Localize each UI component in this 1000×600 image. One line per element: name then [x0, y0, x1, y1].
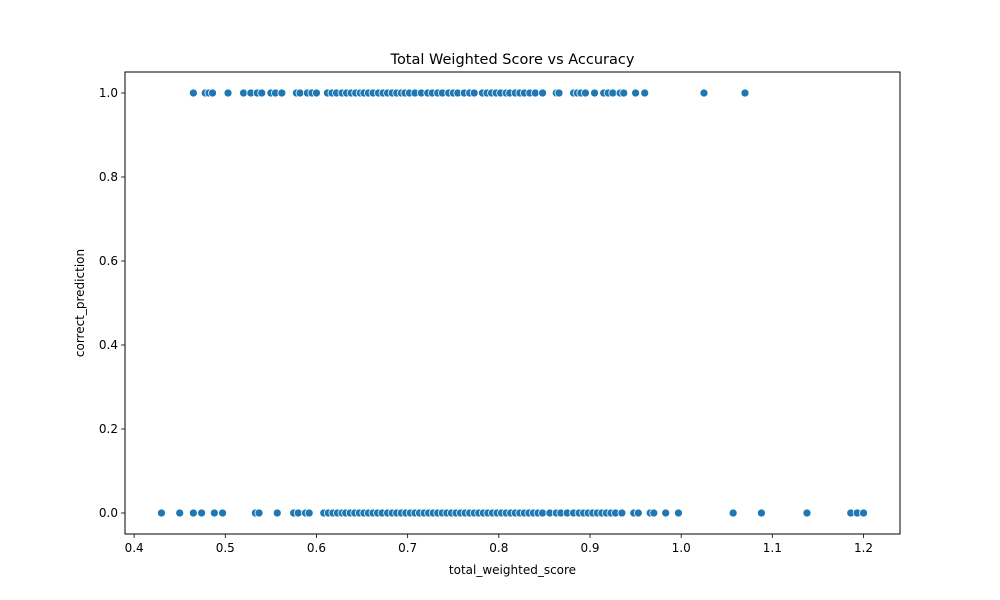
scatter-point — [530, 88, 540, 98]
scatter-point — [631, 88, 640, 98]
scatter-point — [740, 88, 750, 98]
scatter-point — [617, 508, 627, 518]
scatter-point — [189, 88, 198, 98]
scatter-point — [649, 508, 659, 518]
y-tick-label: 1.0 — [99, 86, 118, 100]
x-tick-label: 0.9 — [580, 541, 599, 555]
x-tick-label: 1.0 — [672, 541, 691, 555]
scatter-point — [312, 88, 321, 98]
scatter-point — [554, 88, 564, 98]
x-tick-label: 1.1 — [763, 541, 782, 555]
scatter-point — [218, 508, 227, 518]
scatter-point — [257, 88, 267, 98]
scatter-point — [272, 508, 282, 518]
scatter-point — [538, 508, 547, 518]
scatter-point — [633, 508, 643, 518]
x-tick-label: 0.8 — [489, 541, 508, 555]
scatter-point — [239, 88, 248, 98]
x-tick-label: 1.2 — [854, 541, 873, 555]
scatter-point — [208, 88, 217, 98]
scatter-point — [699, 88, 709, 98]
scatter-point — [590, 88, 599, 98]
y-tick-label: 0.4 — [99, 338, 118, 352]
scatter-point — [538, 88, 547, 98]
y-tick-label: 0.6 — [99, 254, 118, 268]
y-tick-label: 0.8 — [99, 170, 118, 184]
scatter-point — [728, 508, 738, 518]
chart-title: Total Weighted Score vs Accuracy — [390, 52, 635, 68]
plot-frame — [124, 71, 901, 535]
y-tick-label: 0.2 — [99, 422, 118, 436]
scatter-point — [674, 508, 683, 518]
scatter-point — [295, 88, 305, 98]
scatter-point — [293, 508, 303, 518]
scatter-point — [157, 508, 166, 518]
x-tick-label: 0.5 — [216, 541, 235, 555]
scatter-point — [223, 88, 233, 98]
x-tick-label: 0.6 — [307, 541, 326, 555]
scatter-point — [859, 508, 868, 518]
y-axis: 0.0 0.2 0.4 0.6 0.8 1.0 — [99, 86, 125, 520]
scatter-point — [189, 508, 198, 518]
y-tick-label: 0.0 — [99, 506, 118, 520]
scatter-point — [277, 88, 287, 98]
scatter-point — [661, 508, 671, 518]
scatter-point — [802, 508, 812, 518]
x-axis-label: total_weighted_score — [449, 563, 576, 577]
x-axis: 0.4 0.5 0.6 0.7 0.8 0.9 1.0 1.1 1.2 — [125, 534, 873, 555]
scatter-point — [619, 88, 629, 98]
x-tick-label: 0.4 — [125, 541, 144, 555]
scatter-point — [175, 508, 185, 518]
scatter-point — [197, 508, 206, 518]
scatter-point — [469, 88, 479, 98]
scatter-point — [608, 88, 618, 98]
scatter-point — [304, 508, 314, 518]
points-layer — [157, 88, 868, 518]
scatter-point — [254, 508, 264, 518]
x-tick-label: 0.7 — [398, 541, 417, 555]
y-axis-label: correct_prediction — [73, 249, 87, 357]
scatter-point — [581, 88, 590, 98]
scatter-point — [757, 508, 766, 518]
scatter-point — [209, 508, 219, 518]
scatter-point — [640, 88, 650, 98]
